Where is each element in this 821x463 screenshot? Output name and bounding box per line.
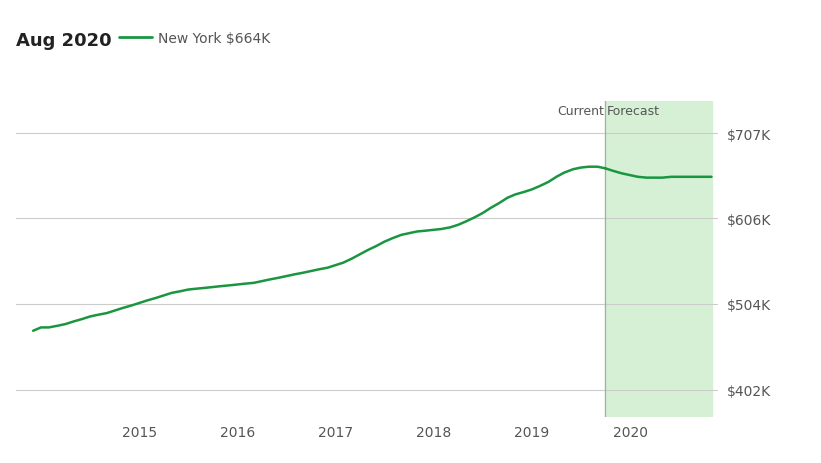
Text: New York $664K: New York $664K: [158, 32, 271, 46]
Bar: [605, 102, 712, 417]
Text: Forecast: Forecast: [607, 105, 659, 118]
Text: Aug 2020: Aug 2020: [16, 32, 112, 50]
Text: Current: Current: [557, 105, 604, 118]
